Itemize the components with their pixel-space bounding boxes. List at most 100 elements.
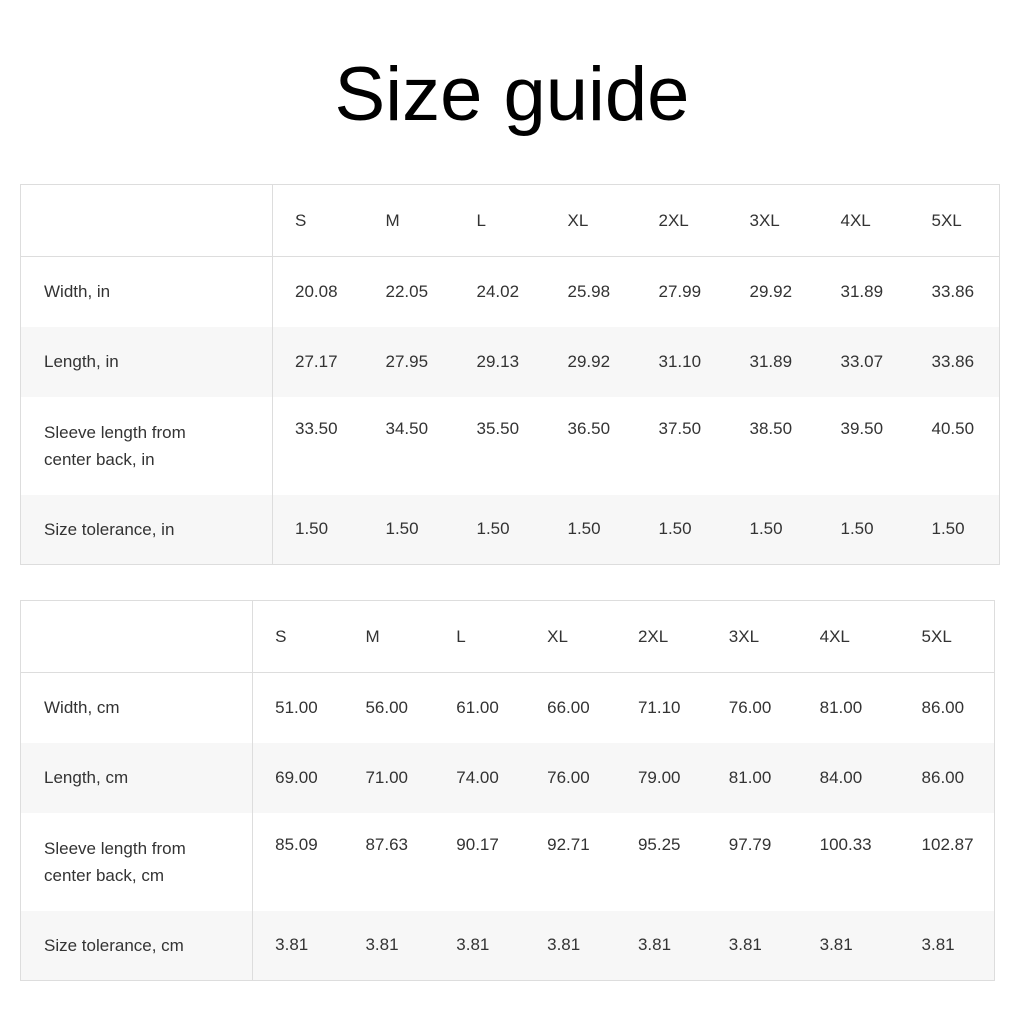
measurement-cell: 66.00	[547, 697, 590, 717]
table-row: Length, cm 69.00 71.00 74.00 76.00 79.00 81.00…	[20, 742, 995, 813]
measurement-cell: 95.25	[637, 834, 681, 854]
measurement-cell: 29.92	[749, 281, 793, 301]
measurement-cell: 61.00	[456, 697, 499, 717]
measurement-cell: 3.81	[819, 935, 853, 955]
measurement-cell: 1.50	[567, 519, 601, 539]
measurement-cell: 1.50	[931, 519, 965, 539]
size-header: 4XL	[818, 184, 910, 257]
measurement-cell: 1.50	[295, 519, 329, 539]
measurement-cell: 51.00	[275, 697, 318, 717]
size-table-inches: S M L XL 2XL 3XL 4XL 5XL Width, in 20.08 22.05 24.0…	[20, 184, 1000, 565]
row-label: Size tolerance, cm	[20, 910, 254, 981]
row-label: Width, in	[20, 256, 273, 327]
table-row: Size tolerance, cm 3.81 3.81 3.81 3.81 3.81 3.…	[20, 910, 995, 981]
size-header: 3XL	[706, 600, 798, 673]
header-row: S M L XL 2XL 3XL 4XL 5XL	[20, 184, 1000, 257]
row-label: Sleeve length from center back, cm	[20, 812, 254, 911]
measurement-cell: 33.86	[931, 351, 975, 371]
measurement-cell: 36.50	[567, 418, 611, 438]
size-header: 3XL	[727, 184, 819, 257]
measurement-cell: 1.50	[385, 519, 419, 539]
size-header: 2XL	[636, 184, 728, 257]
row-label: Size tolerance, in	[20, 494, 273, 565]
size-header: L	[434, 600, 526, 673]
size-table-cm: S M L XL 2XL 3XL 4XL 5XL Width, cm 51.00 56.00 61.0…	[20, 600, 995, 981]
row-label: Length, cm	[20, 742, 254, 813]
measurement-cell: 97.79	[728, 834, 772, 854]
size-header: 5XL	[899, 600, 995, 673]
measurement-cell: 27.99	[658, 281, 702, 301]
measurement-cell: 3.81	[547, 935, 581, 955]
table-row: Width, in 20.08 22.05 24.02 25.98 27.99 29.92 3…	[20, 256, 1000, 327]
measurement-cell: 33.86	[931, 281, 975, 301]
measurement-cell: 20.08	[295, 281, 338, 301]
measurement-cell: 71.10	[637, 697, 681, 717]
measurement-cell: 90.17	[456, 834, 499, 854]
measurement-cell: 69.00	[275, 767, 318, 787]
corner-cell	[20, 184, 273, 257]
measurement-cell: 87.63	[365, 834, 409, 854]
measurement-cell: 3.81	[637, 935, 672, 955]
size-header: 2XL	[615, 600, 707, 673]
measurement-cell: 34.50	[385, 418, 429, 438]
measurement-cell: 24.02	[476, 281, 520, 301]
size-header: M	[343, 600, 435, 673]
measurement-cell: 27.17	[295, 351, 338, 371]
measurement-cell: 1.50	[658, 519, 692, 539]
measurement-cell: 102.87	[921, 834, 974, 854]
measurement-cell: 74.00	[456, 767, 499, 787]
measurement-cell: 3.81	[275, 935, 309, 955]
row-label: Sleeve length from center back, in	[20, 396, 273, 495]
table-row: Sleeve length from center back, in 33.50 3…	[20, 396, 1000, 495]
corner-cell	[20, 600, 254, 673]
measurement-cell: 3.81	[728, 935, 762, 955]
measurement-cell: 33.07	[840, 351, 884, 371]
measurement-cell: 39.50	[840, 418, 884, 438]
header-row: S M L XL 2XL 3XL 4XL 5XL	[20, 600, 995, 673]
measurement-cell: 1.50	[840, 519, 874, 539]
row-label: Width, cm	[20, 672, 254, 743]
measurement-cell: 81.00	[819, 697, 863, 717]
measurement-cell: 25.98	[567, 281, 611, 301]
measurement-cell: 92.71	[547, 834, 590, 854]
measurement-cell: 71.00	[365, 767, 409, 787]
size-header: M	[363, 184, 455, 257]
measurement-cell: 31.89	[749, 351, 793, 371]
measurement-cell: 31.89	[840, 281, 884, 301]
size-header: 5XL	[909, 184, 1000, 257]
size-header: 4XL	[797, 600, 900, 673]
measurement-cell: 22.05	[385, 281, 429, 301]
measurement-cell: 76.00	[728, 697, 772, 717]
measurement-cell: 100.33	[819, 834, 872, 854]
measurement-cell: 84.00	[819, 767, 863, 787]
table-row: Width, cm 51.00 56.00 61.00 66.00 71.10 76.00 8…	[20, 672, 995, 743]
measurement-cell: 79.00	[637, 767, 681, 787]
row-label: Length, in	[20, 326, 273, 397]
table-row: Sleeve length from center back, cm 85.09 8…	[20, 812, 995, 911]
measurement-cell: 31.10	[658, 351, 702, 371]
measurement-cell: 40.50	[931, 418, 975, 438]
measurement-cell: 56.00	[365, 697, 409, 717]
measurement-cell: 29.13	[476, 351, 520, 371]
measurement-cell: 1.50	[749, 519, 783, 539]
size-header: L	[454, 184, 546, 257]
measurement-cell: 37.50	[658, 418, 702, 438]
size-header: XL	[525, 600, 616, 673]
measurement-cell: 85.09	[275, 834, 318, 854]
page-title: Size guide	[334, 52, 690, 137]
measurement-cell: 1.50	[476, 519, 510, 539]
measurement-cell: 3.81	[456, 935, 490, 955]
size-header: XL	[545, 184, 637, 257]
size-header: S	[252, 600, 344, 673]
measurement-cell: 35.50	[476, 418, 520, 438]
measurement-cell: 27.95	[385, 351, 429, 371]
measurement-cell: 86.00	[921, 697, 965, 717]
measurement-cell: 81.00	[728, 767, 772, 787]
measurement-cell: 3.81	[365, 935, 399, 955]
measurement-cell: 29.92	[567, 351, 611, 371]
measurement-cell: 86.00	[921, 767, 965, 787]
size-header: S	[272, 184, 364, 257]
measurement-cell: 76.00	[547, 767, 590, 787]
measurement-cell: 33.50	[295, 418, 338, 438]
table-row: Length, in 27.17 27.95 29.13 29.92 31.10 31.89…	[20, 326, 1000, 397]
